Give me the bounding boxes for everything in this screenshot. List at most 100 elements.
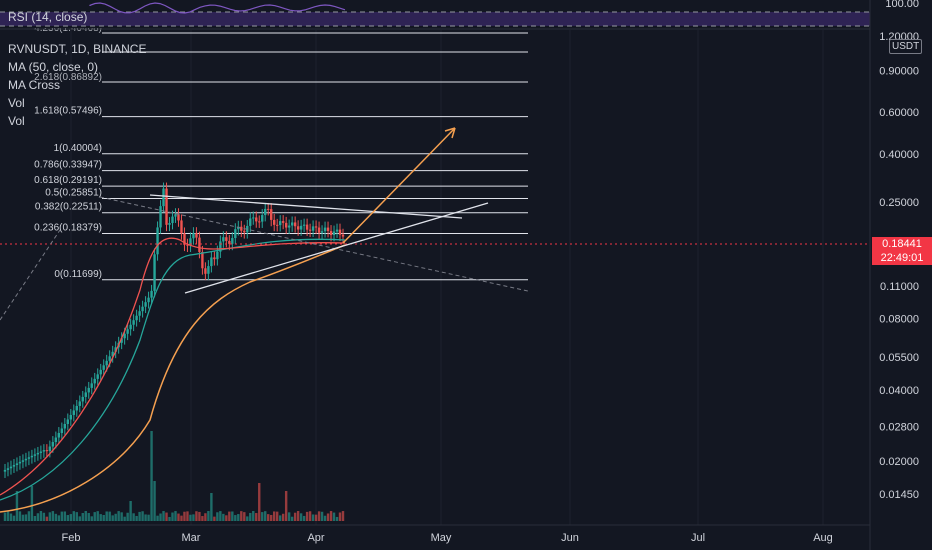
volume-bar bbox=[326, 513, 330, 521]
candle-body bbox=[296, 226, 300, 230]
time-tick-label: Feb bbox=[62, 532, 81, 544]
volume-bar bbox=[258, 483, 261, 521]
candle-body bbox=[114, 347, 117, 352]
volume-bar bbox=[111, 515, 114, 521]
projection-arrow-line bbox=[342, 127, 456, 244]
candle-body bbox=[111, 351, 114, 357]
candle-body bbox=[273, 219, 276, 225]
symbol-legend[interactable]: RVNUSDT, 1D, BINANCE bbox=[8, 42, 147, 56]
volume-bar bbox=[51, 511, 55, 521]
volume-bar bbox=[90, 516, 93, 521]
volume-bar bbox=[183, 511, 186, 521]
ma-mid-line bbox=[0, 238, 346, 501]
price-tick-label: 0.60000 bbox=[879, 107, 919, 119]
volume-bar bbox=[261, 512, 264, 521]
volume-bar bbox=[3, 512, 7, 521]
candle-body bbox=[314, 226, 318, 228]
candle-body bbox=[311, 226, 315, 231]
volume-bar bbox=[12, 515, 16, 521]
candle-body bbox=[159, 206, 162, 228]
candle-body bbox=[335, 229, 339, 232]
support-trendline bbox=[184, 202, 489, 294]
rsi-line bbox=[89, 2, 346, 14]
fib-level-label: 2.618(0.86892) bbox=[34, 72, 102, 83]
volume-bar bbox=[93, 512, 96, 521]
candle-body bbox=[270, 209, 273, 220]
price-tick-label: 0.08000 bbox=[879, 314, 919, 326]
price-tick-label: 0.05500 bbox=[879, 352, 919, 364]
volume-bar bbox=[39, 511, 43, 521]
grid bbox=[70, 30, 824, 525]
candle-body bbox=[204, 268, 207, 274]
volume-bar bbox=[195, 511, 198, 521]
volume-bar bbox=[129, 501, 132, 521]
time-tick-label: Aug bbox=[813, 532, 833, 544]
volume-bar bbox=[267, 514, 270, 521]
candle-body bbox=[153, 254, 156, 291]
candle-body bbox=[81, 396, 84, 402]
candle-body bbox=[207, 266, 210, 274]
candle-body bbox=[201, 251, 204, 269]
candle-body bbox=[320, 231, 324, 233]
candle-body bbox=[237, 226, 240, 230]
volume-bar bbox=[192, 514, 195, 521]
candle-body bbox=[108, 356, 111, 361]
time-tick-label: Mar bbox=[182, 532, 201, 544]
candle-body bbox=[123, 333, 126, 339]
indicator-vol-2[interactable]: Vol bbox=[8, 114, 25, 128]
price-tick-label: 0.90000 bbox=[879, 66, 919, 78]
candle-body bbox=[42, 450, 46, 452]
candle-body bbox=[147, 297, 150, 303]
price-tick-label: 0.25000 bbox=[879, 197, 919, 209]
candle-body bbox=[219, 241, 222, 252]
candle-body bbox=[99, 369, 102, 375]
candle-body bbox=[317, 227, 321, 233]
rsi-indicator-label[interactable]: RSI (14, close) bbox=[8, 10, 88, 24]
candle-body bbox=[275, 224, 279, 226]
indicator-ma-cross[interactable]: MA Cross bbox=[8, 78, 61, 92]
volume-bar bbox=[317, 511, 321, 521]
volume-bar bbox=[54, 513, 58, 521]
candle-body bbox=[54, 437, 58, 443]
volume-bar bbox=[186, 511, 189, 521]
candles bbox=[3, 182, 345, 478]
candle-body bbox=[15, 463, 19, 466]
candle-body bbox=[332, 231, 336, 236]
volume-bar bbox=[323, 515, 327, 521]
currency-button[interactable]: USDT bbox=[889, 39, 923, 54]
volume-bar bbox=[114, 513, 117, 521]
volume-bar bbox=[99, 514, 102, 521]
rsi-band bbox=[0, 12, 870, 26]
volume-bar bbox=[189, 514, 192, 521]
volume-bar bbox=[299, 513, 303, 521]
candle-body bbox=[6, 468, 10, 470]
volume-bar bbox=[234, 515, 237, 521]
current-price-tag: 0.18441 bbox=[872, 237, 932, 251]
volume-bar bbox=[255, 513, 258, 521]
volume-bar bbox=[296, 511, 300, 521]
volume-bar bbox=[335, 516, 339, 521]
candle-body bbox=[323, 227, 327, 232]
time-tick-label: May bbox=[431, 532, 452, 544]
candle-body bbox=[48, 446, 52, 452]
candle-body bbox=[329, 231, 333, 236]
candle-body bbox=[162, 188, 165, 207]
indicator-ma50[interactable]: MA (50, close, 0) bbox=[8, 60, 99, 74]
volume-bar bbox=[231, 511, 234, 521]
fib-level-label: 0.382(0.22511) bbox=[35, 202, 102, 213]
candle-body bbox=[138, 311, 141, 316]
volume-bar bbox=[105, 511, 108, 521]
candle-body bbox=[290, 222, 294, 226]
volume-bar bbox=[72, 511, 75, 521]
indicator-vol-1[interactable]: Vol bbox=[8, 96, 25, 110]
volume-bar bbox=[162, 511, 165, 521]
price-tick-label: 0.40000 bbox=[879, 149, 919, 161]
candle-body bbox=[180, 220, 183, 234]
volume-bar bbox=[264, 511, 267, 521]
volume-bar bbox=[201, 516, 204, 521]
volume-bar bbox=[270, 514, 273, 521]
candle-body bbox=[249, 218, 252, 226]
candle-body bbox=[213, 257, 216, 260]
candle-body bbox=[261, 215, 264, 222]
